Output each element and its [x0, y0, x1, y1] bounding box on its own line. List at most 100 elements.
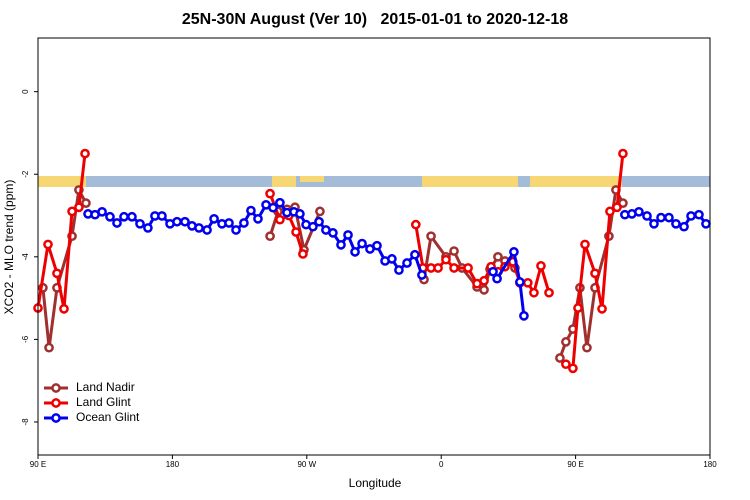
data-point [350, 247, 360, 257]
data-point [105, 211, 115, 222]
legend-label: Ocean Glint [76, 410, 140, 424]
data-point [568, 363, 578, 374]
data-point [119, 211, 129, 222]
data-point [536, 261, 546, 271]
data-point [43, 239, 53, 250]
data-point [402, 258, 412, 268]
data-point [97, 206, 107, 217]
data-point [463, 263, 473, 273]
data-point [529, 287, 539, 298]
data-point [597, 303, 607, 314]
data-point [172, 216, 182, 227]
data-point [479, 285, 489, 295]
data-point [265, 188, 275, 199]
data-point [246, 205, 256, 216]
data-point [493, 251, 503, 262]
data-point [328, 228, 338, 238]
data-point [449, 263, 459, 273]
data-point [701, 218, 711, 229]
y-axis-label: XCO2 - MLO trend (ppm) [2, 180, 16, 315]
plot-frame [37, 37, 711, 456]
data-point [387, 254, 397, 264]
data-point [315, 206, 325, 217]
plot-area [33, 148, 711, 374]
data-point [618, 148, 628, 159]
land-strip [272, 176, 296, 187]
data-point [634, 206, 644, 217]
data-point [433, 263, 443, 273]
data-point [522, 277, 533, 288]
data-point [649, 218, 659, 229]
x-tick-label: 180 [703, 460, 717, 469]
x-tick-label: 0 [439, 460, 444, 469]
data-point [308, 221, 318, 232]
data-point [112, 218, 122, 228]
data-point [515, 277, 525, 287]
data-point [67, 206, 77, 217]
x-tick-label: 90 E [567, 460, 583, 469]
data-point [59, 303, 69, 314]
x-tick-label: 180 [166, 460, 180, 469]
data-point [291, 227, 301, 237]
data-point [426, 231, 436, 242]
data-point [80, 148, 90, 159]
data-point [686, 211, 696, 221]
data-point [605, 206, 615, 217]
data-point [417, 270, 427, 280]
data-point [656, 212, 666, 223]
data-point [479, 275, 489, 286]
data-point [580, 239, 590, 250]
y-tick-label: -4 [21, 253, 30, 261]
data-point [573, 303, 583, 313]
data-point [561, 337, 571, 347]
data-point [314, 216, 324, 227]
land-strip [300, 176, 324, 182]
data-point [202, 225, 212, 235]
data-point [509, 247, 519, 257]
data-point [410, 249, 420, 260]
data-point [590, 268, 600, 279]
data-point [488, 266, 498, 277]
data-point [194, 223, 204, 233]
data-point [357, 238, 367, 249]
data-point [694, 209, 704, 220]
data-point [275, 197, 285, 208]
x-axis-label: Longitude [349, 476, 402, 490]
data-point [372, 240, 382, 251]
data-point [642, 211, 652, 221]
legend-marker [51, 413, 61, 423]
y-tick-label: -2 [21, 170, 30, 178]
data-point [519, 311, 529, 321]
legend-marker [51, 398, 61, 408]
x-tick-label: 90 W [297, 460, 316, 469]
y-tick-label: -6 [21, 335, 30, 343]
data-point [336, 239, 346, 250]
data-point [492, 273, 502, 284]
data-point [298, 249, 308, 259]
data-point [555, 353, 565, 363]
data-point [671, 218, 681, 229]
data-point [343, 230, 353, 240]
data-point [44, 342, 54, 353]
legend-marker [51, 383, 61, 393]
data-point [52, 268, 62, 279]
x-tick-label: 90 E [30, 460, 46, 469]
data-point [582, 342, 592, 353]
data-point [268, 202, 278, 213]
land-strip [38, 176, 86, 187]
data-point [612, 202, 622, 213]
y-tick-label: 0 [21, 89, 30, 94]
data-point [295, 209, 305, 219]
data-point [209, 213, 219, 224]
data-point [561, 359, 571, 370]
land-strip [530, 176, 622, 187]
data-point [180, 216, 190, 227]
data-point [81, 198, 91, 208]
data-point [394, 265, 404, 275]
legend-label: Land Glint [76, 395, 131, 409]
data-point [544, 287, 554, 298]
data-point [679, 221, 689, 232]
ocean-strip [38, 176, 710, 187]
data-point [224, 218, 234, 228]
